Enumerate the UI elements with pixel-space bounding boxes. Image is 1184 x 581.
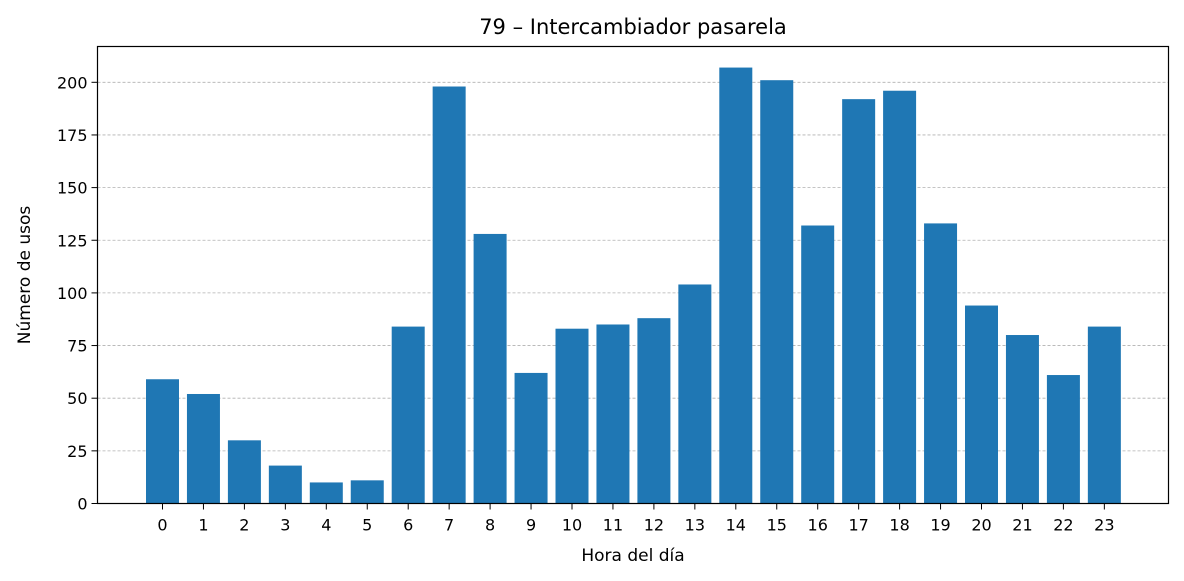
y-tick-label: 100 [57,284,88,303]
x-tick-label: 4 [321,516,331,535]
y-axis-ticks: 0 25 50 75 100 125 150 175 200 [57,73,98,514]
bar-hour-20 [965,305,998,504]
x-tick-label: 19 [930,516,950,535]
bar-hour-8 [473,233,507,504]
bars [146,67,1121,504]
bar-hour-22 [1046,375,1080,504]
y-axis-label: Número de usos [15,206,35,345]
x-tick-label: 3 [280,516,290,535]
x-tick-label: 16 [808,516,828,535]
bar-hour-18 [883,90,917,504]
x-tick-label: 0 [157,516,167,535]
x-tick-label: 8 [485,516,495,535]
x-tick-label: 12 [644,516,664,535]
bar-hour-5 [350,480,384,504]
bar-hour-11 [596,324,630,504]
bar-hour-16 [801,225,835,504]
bar-hour-13 [678,284,712,504]
y-tick-label: 50 [67,389,87,408]
bar-hour-6 [391,326,425,504]
x-tick-label: 9 [526,516,536,535]
y-tick-label: 200 [57,73,88,92]
bar-hour-15 [760,80,794,504]
bar-hour-4 [309,482,343,504]
x-tick-label: 13 [685,516,705,535]
x-axis-ticks: 0 1 2 3 4 5 6 7 8 9 10 11 12 13 14 15 16 17 18 19 20 21 22 23 [157,503,1115,535]
bar-hour-7 [432,86,466,504]
plot-frame [96,45,1170,505]
bar-hour-19 [924,223,958,504]
x-tick-label: 7 [444,516,454,535]
x-tick-label: 21 [1012,516,1032,535]
x-tick-label: 10 [562,516,582,535]
bar-hour-10 [555,328,589,504]
bar-hour-12 [637,318,671,504]
bar-hour-3 [268,465,302,504]
x-tick-label: 2 [239,516,249,535]
y-tick-label: 25 [67,442,87,461]
y-tick-label: 175 [57,126,88,145]
y-tick-label: 125 [57,231,88,250]
y-tick-label: 150 [57,179,88,198]
x-tick-label: 23 [1094,516,1114,535]
x-tick-label: 15 [767,516,787,535]
bar-hour-9 [514,372,548,504]
x-tick-label: 5 [362,516,372,535]
y-tick-label: 0 [77,495,87,514]
x-tick-label: 20 [971,516,991,535]
x-tick-label: 11 [603,516,623,535]
x-axis-label: Hora del día [581,546,684,566]
bar-hour-21 [1005,335,1039,504]
bar-hour-17 [842,99,876,504]
x-tick-label: 1 [198,516,208,535]
x-tick-label: 6 [403,516,413,535]
chart-title: 79 – Intercambiador pasarela [479,15,787,39]
bar-hour-0 [146,379,179,504]
x-tick-label: 18 [889,516,909,535]
bar-hour-1 [186,393,220,504]
x-tick-label: 22 [1053,516,1073,535]
y-tick-label: 75 [67,337,87,356]
x-tick-label: 17 [848,516,868,535]
x-tick-label: 14 [726,516,746,535]
bar-hour-14 [719,67,753,504]
bar-hour-23 [1087,326,1121,504]
bar-hour-2 [227,440,261,504]
